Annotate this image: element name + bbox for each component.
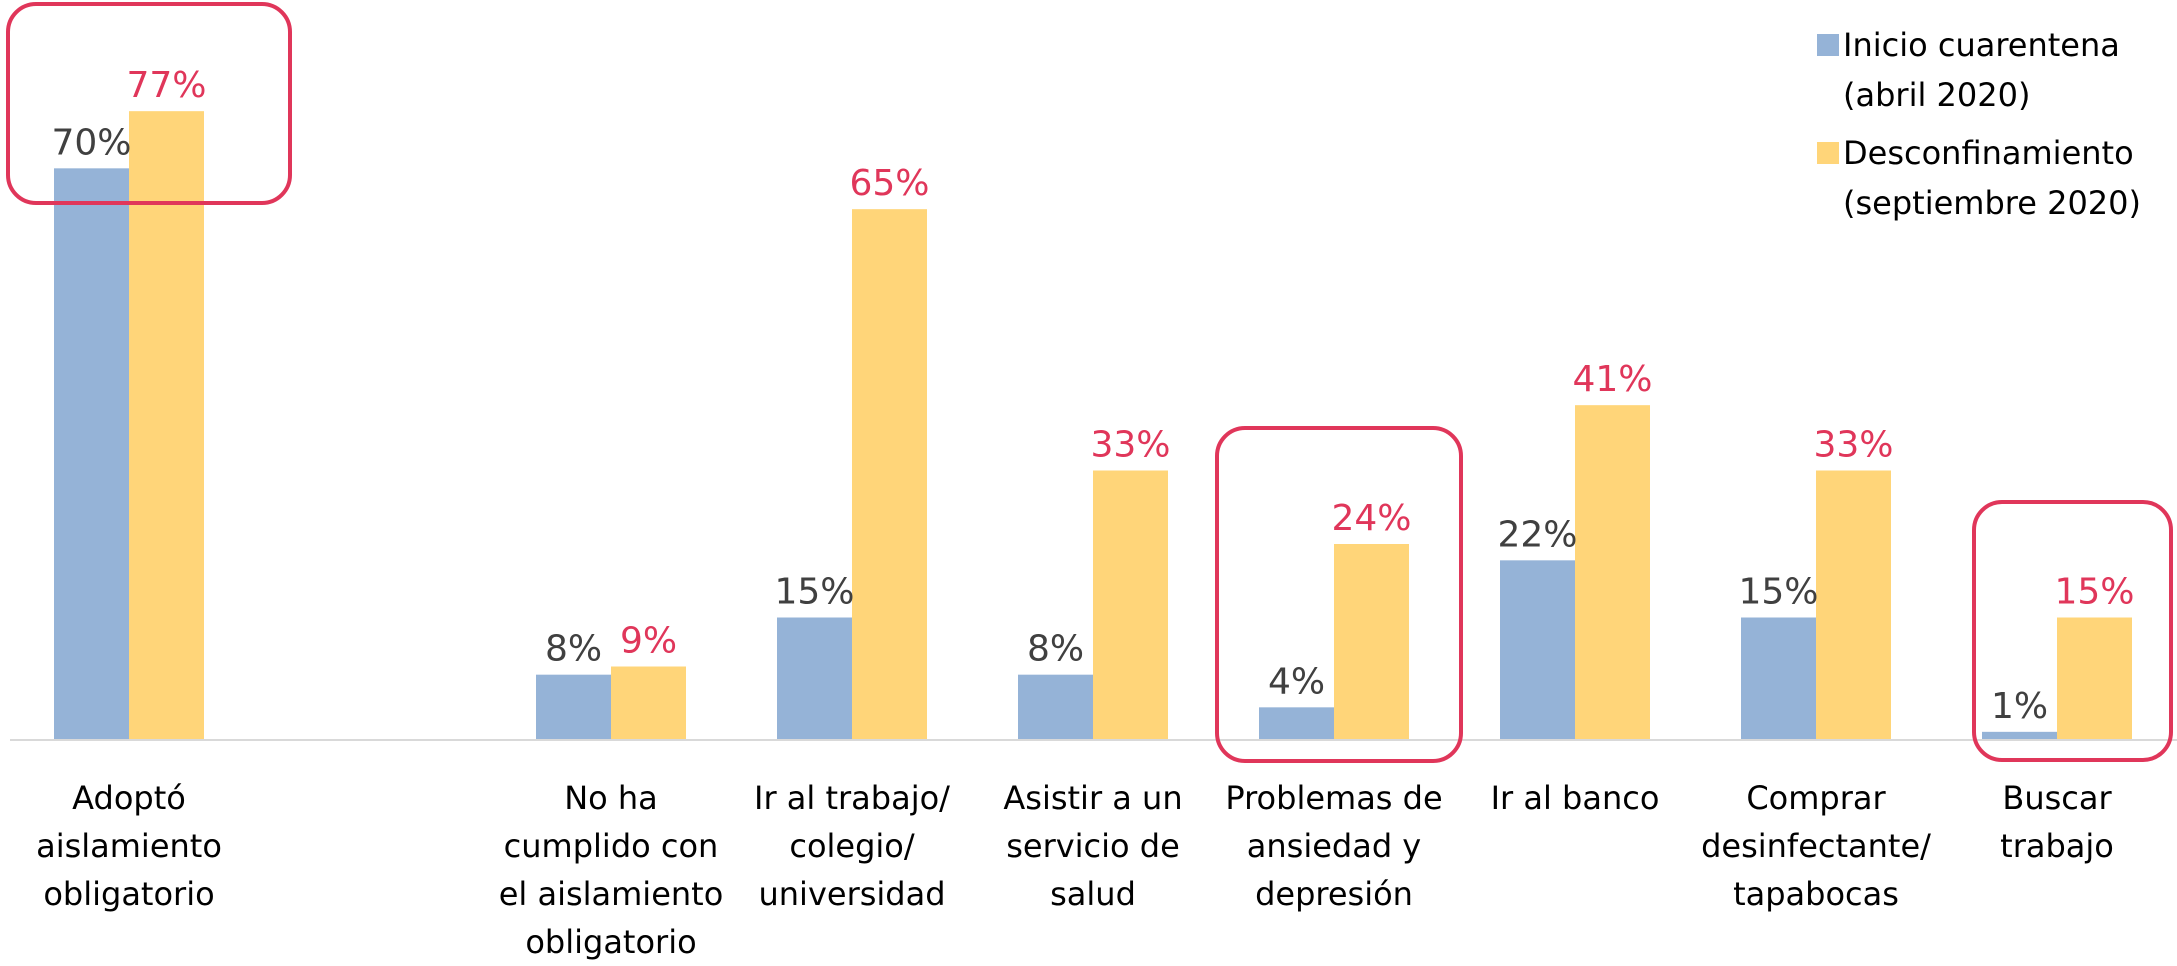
legend-label: Inicio cuarentena (abril 2020): [1843, 26, 2120, 114]
bar: [1816, 470, 1891, 740]
bar: [1093, 470, 1168, 740]
x-tick-label: Ir al banco: [1490, 779, 1660, 817]
value-label: 22%: [1497, 514, 1577, 555]
value-label: 41%: [1572, 359, 1652, 400]
x-tick-label: Buscar trabajo: [2000, 779, 2114, 865]
highlights: [6, 2, 2173, 763]
bar: [777, 617, 852, 740]
legend-label: Desconfinamiento (septiembre 2020): [1843, 134, 2141, 222]
x-tick-label: Asistir a un servicio de salud: [1003, 779, 1183, 913]
value-label: 1%: [1991, 686, 2048, 727]
value-label: 15%: [774, 572, 854, 613]
bar: [1259, 707, 1334, 740]
x-tick-label: Problemas de ansiedad y depresión: [1225, 779, 1443, 913]
value-label: 4%: [1268, 661, 1325, 702]
value-label: 77%: [126, 65, 206, 106]
x-tick-label: Comprar desinfectante/ tapabocas: [1701, 779, 1931, 913]
bar: [1500, 560, 1575, 740]
bar: [2057, 617, 2132, 740]
value-label: 70%: [51, 122, 131, 163]
highlight-box: [6, 2, 292, 205]
bar: [611, 666, 686, 740]
value-label: 24%: [1331, 498, 1411, 539]
highlight-box: [1215, 426, 1463, 763]
value-label: 15%: [1738, 572, 1818, 613]
value-label: 33%: [1090, 425, 1170, 466]
value-label: 9%: [620, 621, 677, 662]
bar: [129, 111, 204, 740]
value-label: 33%: [1813, 425, 1893, 466]
bar: [1018, 674, 1093, 740]
bar: [1982, 731, 2057, 740]
bar: [1741, 617, 1816, 740]
value-label: 8%: [545, 629, 602, 670]
x-tick-label: Adoptó aislamiento obligatorio: [36, 779, 222, 913]
bar: [1334, 544, 1409, 740]
bar: [1575, 405, 1650, 740]
value-label: 8%: [1027, 629, 1084, 670]
bar: [54, 168, 129, 741]
value-label: 65%: [849, 163, 929, 204]
bar: [536, 674, 611, 740]
value-label: 15%: [2054, 572, 2134, 613]
x-tick-label: No ha cumplido con el aislamiento obliga…: [498, 779, 724, 961]
highlight-box: [1972, 500, 2173, 762]
x-tick-label: Ir al trabajo/ colegio/ universidad: [754, 779, 950, 913]
bar: [852, 209, 927, 740]
legend-swatch: [1817, 34, 1839, 56]
legend-swatch: [1817, 142, 1839, 164]
